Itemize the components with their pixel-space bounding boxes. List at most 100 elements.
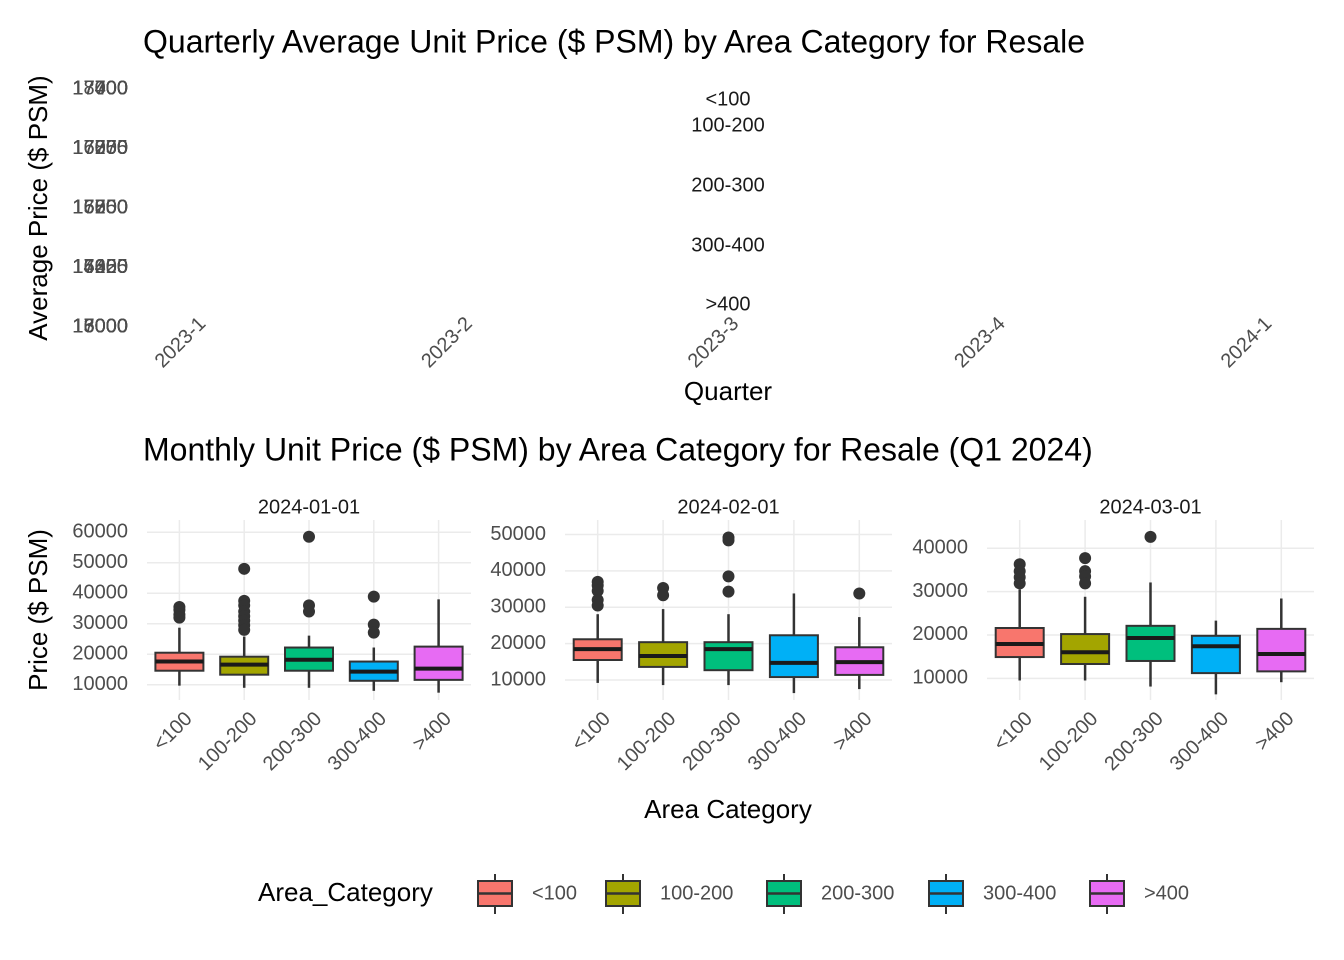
y-tick-label: 10000 — [912, 667, 968, 689]
y-tick-label: 15600 — [72, 256, 128, 278]
y-tick-label: 10000 — [72, 673, 128, 695]
outlier — [657, 589, 670, 602]
strip-label: >400 — [705, 293, 750, 315]
strip-label: 300-400 — [691, 234, 764, 256]
outlier — [1079, 577, 1092, 590]
y-tick-label: 20000 — [490, 632, 546, 654]
y-tick-label: 13000 — [72, 315, 128, 337]
outlier — [303, 605, 315, 618]
strip-label: 2024-01-01 — [258, 496, 360, 518]
y-tick-label: 16000 — [72, 315, 128, 337]
x-tick-label: <100 — [149, 708, 196, 755]
y-tick-label: 17250 — [72, 256, 128, 278]
y-tick-label: 16850 — [72, 196, 128, 218]
outlier — [1013, 577, 1026, 590]
x-tick-label: 2023-3 — [684, 313, 744, 373]
y-tick-label: 17400 — [72, 77, 128, 99]
y-tick-label: 17000 — [72, 315, 128, 337]
y-tick-label: 50000 — [72, 551, 128, 573]
chart-title: Monthly Unit Price ($ PSM) by Area Categ… — [143, 431, 1093, 467]
x-axis-label: Quarter — [684, 376, 772, 406]
legend-label: 100-200 — [660, 882, 733, 904]
chart-title: Quarterly Average Unit Price ($ PSM) by … — [143, 23, 1085, 59]
box — [1060, 633, 1111, 665]
outlier — [367, 590, 380, 603]
y-tick-label: 40000 — [72, 582, 128, 604]
y-tick-label: 40000 — [490, 559, 546, 581]
x-tick-label: 200-300 — [1100, 708, 1167, 775]
x-axis-label: Area Category — [644, 794, 812, 824]
x-tick-label: 100-200 — [194, 708, 261, 775]
x-tick-label: 100-200 — [1035, 708, 1102, 775]
outlier — [367, 626, 380, 639]
legend-label: 200-300 — [821, 882, 894, 904]
y-tick-label: 16000 — [72, 137, 128, 159]
box — [768, 634, 819, 679]
x-tick-label: 2023-1 — [151, 313, 211, 373]
legend-label: 300-400 — [983, 882, 1056, 904]
box — [703, 641, 754, 672]
x-tick-label: 2023-4 — [950, 313, 1010, 373]
y-tick-label: 17050 — [72, 137, 128, 159]
y-tick-label: 16350 — [72, 256, 128, 278]
outlier — [853, 587, 866, 600]
strip-label: 100-200 — [691, 114, 764, 136]
y-tick-label: 30000 — [490, 596, 546, 618]
outlier — [591, 599, 604, 612]
x-tick-label: 2024-1 — [1217, 313, 1277, 373]
strip-label: 2024-02-01 — [677, 496, 779, 518]
box — [1125, 624, 1176, 662]
y-tick-label: 17275 — [72, 137, 128, 159]
y-tick-label: 20000 — [912, 623, 968, 645]
outlier — [722, 570, 735, 583]
y-axis-label: Price ($ PSM) — [23, 529, 53, 691]
x-tick-label: 200-300 — [259, 708, 326, 775]
x-tick-label: <100 — [568, 708, 615, 755]
outlier — [722, 585, 735, 598]
outlier — [238, 562, 251, 575]
x-tick-label: 300-400 — [1166, 708, 1233, 775]
y-tick-label: 16200 — [72, 196, 128, 218]
y-tick-label: 20000 — [72, 643, 128, 665]
y-tick-label: 14000 — [72, 256, 128, 278]
outlier — [1144, 530, 1157, 543]
x-tick-label: >400 — [1251, 708, 1298, 755]
y-tick-label: 15000 — [72, 196, 128, 218]
y-tick-label: 17500 — [72, 196, 128, 218]
x-tick-label: <100 — [990, 708, 1037, 755]
y-tick-label: 16000 — [72, 315, 128, 337]
y-tick-label: 17400 — [72, 77, 128, 99]
y-tick-label: 16700 — [72, 196, 128, 218]
y-tick-label: 17700 — [72, 77, 128, 99]
outlier — [722, 534, 735, 547]
outlier — [238, 623, 251, 636]
y-tick-label: 17000 — [72, 77, 128, 99]
x-tick-label: 100-200 — [613, 708, 680, 775]
legend-label: <100 — [532, 882, 577, 904]
y-tick-label: 30000 — [912, 580, 968, 602]
y-axis-label: Average Price ($ PSM) — [23, 75, 53, 340]
y-tick-label: 50000 — [490, 523, 546, 545]
y-tick-label: 16800 — [72, 137, 128, 159]
y-tick-label: 10000 — [490, 668, 546, 690]
strip-label: 200-300 — [691, 174, 764, 196]
y-tick-label: 16425 — [72, 256, 128, 278]
y-tick-label: 17750 — [72, 137, 128, 159]
strip-label: <100 — [705, 88, 750, 110]
y-tick-label: 18000 — [72, 77, 128, 99]
strip-label: 2024-03-01 — [1099, 496, 1201, 518]
y-tick-label: 15000 — [72, 315, 128, 337]
box — [1256, 627, 1307, 673]
y-tick-label: 30000 — [72, 612, 128, 634]
legend-label: >400 — [1144, 882, 1189, 904]
x-tick-label: >400 — [408, 708, 455, 755]
box — [413, 645, 464, 681]
y-tick-label: 60000 — [72, 520, 128, 542]
outlier — [1079, 552, 1092, 565]
box — [1190, 634, 1241, 675]
x-tick-label: >400 — [829, 708, 876, 755]
legend-title: Area_Category — [258, 877, 433, 907]
x-tick-label: 300-400 — [324, 708, 391, 775]
x-tick-label: 300-400 — [744, 708, 811, 775]
